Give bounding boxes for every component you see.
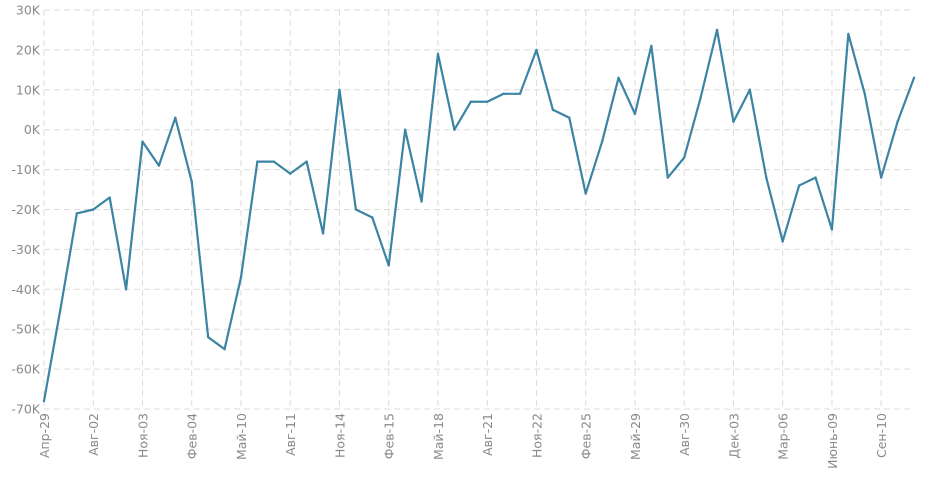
x-tick-label: Ноя-03 — [135, 413, 150, 458]
data-point — [371, 216, 374, 219]
data-point — [502, 92, 505, 95]
data-point — [289, 172, 292, 175]
data-point — [518, 92, 522, 95]
data-point — [863, 92, 866, 95]
data-point — [600, 140, 604, 143]
x-tick-label: Ноя-14 — [332, 413, 347, 458]
data-point — [568, 116, 571, 119]
y-tick-label: -20K — [11, 202, 40, 217]
data-point — [896, 120, 899, 123]
x-tick-label: Авг-02 — [86, 413, 101, 456]
x-tick-label: Сен-10 — [874, 413, 889, 458]
series-line — [42, 28, 916, 403]
data-point — [403, 128, 407, 131]
x-tick-label: Фев-25 — [579, 413, 594, 459]
data-point — [847, 32, 850, 36]
data-point — [75, 212, 79, 215]
data-point — [141, 140, 144, 143]
x-tick-label: Авг-30 — [677, 413, 692, 456]
data-point — [912, 76, 916, 80]
x-tick-label: Мар-06 — [776, 413, 791, 460]
data-point — [797, 184, 801, 187]
data-point — [715, 28, 719, 32]
data-point — [223, 347, 226, 351]
data-point — [486, 100, 489, 103]
x-tick-label: Фев-04 — [185, 413, 200, 459]
x-axis-labels: Апр-29 Авг-02 Ноя-03 Фев-04 Май-10 Авг-11 Ноя-… — [37, 413, 889, 469]
series-group — [42, 28, 916, 403]
data-point — [305, 160, 308, 163]
data-point — [699, 96, 702, 99]
data-point — [174, 116, 177, 119]
y-tick-label: 30K — [16, 3, 41, 18]
data-point — [617, 76, 620, 80]
y-tick-label: 20K — [16, 42, 41, 57]
data-point — [633, 112, 637, 115]
data-point — [765, 176, 768, 179]
x-tick-label: Май-29 — [628, 413, 643, 460]
y-tick-label: -10K — [11, 162, 40, 177]
y-tick-label: -70K — [11, 402, 40, 417]
data-point — [256, 160, 259, 163]
data-point — [124, 288, 128, 291]
data-point — [453, 128, 456, 131]
data-point — [108, 196, 111, 199]
y-gridlines — [44, 9, 914, 410]
x-tick-label: Ноя-22 — [529, 413, 544, 458]
data-point — [535, 48, 538, 52]
x-tick-label: Авг-11 — [283, 413, 298, 456]
data-point — [436, 52, 440, 56]
x-tick-label: Май-10 — [234, 413, 249, 460]
y-tick-label: 10K — [16, 82, 41, 97]
data-point — [814, 176, 817, 179]
data-point — [354, 208, 358, 211]
data-point — [732, 120, 735, 123]
y-tick-label: -60K — [11, 362, 40, 377]
y-tick-label: -50K — [11, 322, 40, 337]
data-point — [420, 200, 423, 203]
y-axis-labels: 30K 20K 10K 0K -10K -20K -30K -40K -50K -60K -70K — [11, 3, 40, 417]
x-tick-label: Июнь-09 — [825, 413, 840, 469]
data-point — [879, 176, 883, 179]
data-point — [59, 308, 62, 311]
data-point — [584, 192, 587, 195]
data-point — [650, 44, 653, 48]
x-gridlines — [43, 10, 882, 409]
x-tick-label: Фев-15 — [382, 413, 397, 459]
data-point — [206, 335, 210, 339]
x-tick-label: Май-18 — [431, 413, 446, 460]
data-point — [551, 108, 555, 111]
data-point — [239, 276, 243, 279]
data-point — [338, 88, 341, 92]
data-point — [387, 264, 390, 267]
data-point — [272, 160, 276, 163]
data-point — [92, 208, 95, 211]
data-point — [157, 164, 161, 167]
y-tick-label: 0K — [24, 122, 41, 137]
data-point — [321, 232, 325, 235]
y-tick-label: -30K — [11, 242, 40, 257]
data-point — [42, 399, 46, 403]
y-tick-label: -40K — [11, 282, 40, 297]
data-point — [781, 240, 784, 243]
x-tick-label: Авг-21 — [480, 413, 495, 456]
x-tick-label: Апр-29 — [37, 413, 52, 458]
data-point — [830, 228, 834, 231]
data-point — [190, 180, 193, 183]
data-point — [682, 156, 686, 159]
data-point — [469, 100, 472, 103]
x-tick-label: Дек-03 — [726, 413, 741, 458]
data-point — [666, 176, 669, 179]
data-point — [748, 88, 752, 92]
